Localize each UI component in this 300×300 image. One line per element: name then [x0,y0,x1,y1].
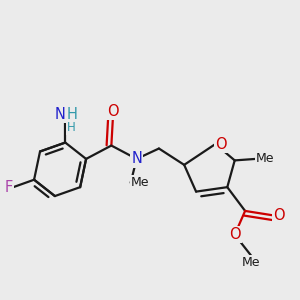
Text: O: O [229,227,241,242]
Text: O: O [215,136,227,152]
Text: Me: Me [131,176,149,189]
Text: N: N [131,152,142,166]
Text: Me: Me [242,256,260,268]
Text: O: O [273,208,285,223]
Text: F: F [5,180,13,195]
Text: H: H [67,121,76,134]
Text: N: N [54,107,65,122]
Text: H: H [67,107,78,122]
Text: O: O [107,104,119,119]
Text: Me: Me [256,152,274,165]
